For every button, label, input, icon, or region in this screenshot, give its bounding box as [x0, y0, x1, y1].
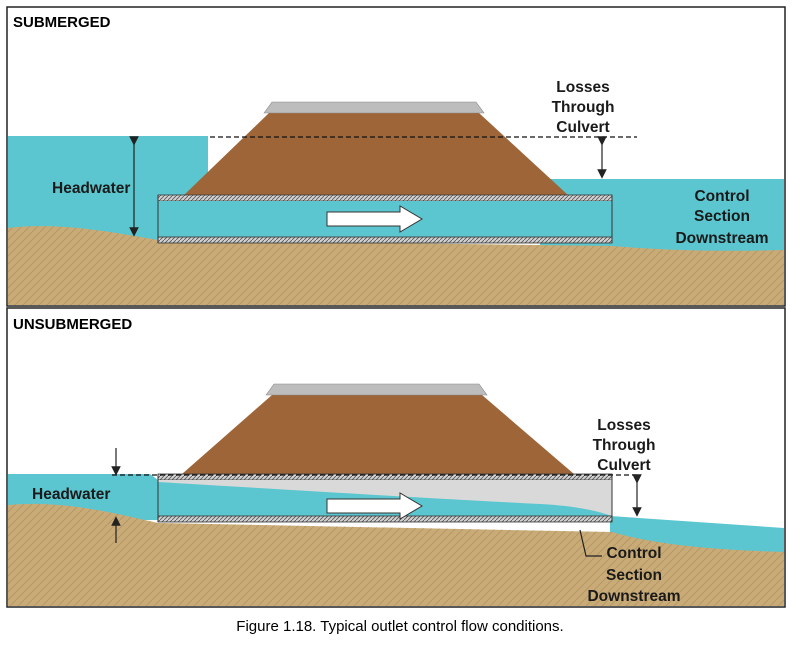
losses-label-line-1: Losses: [556, 79, 609, 96]
control-label-line-1: Control: [694, 188, 749, 205]
control-label-line-2: Section: [694, 208, 750, 225]
figure-caption: Figure 1.18. Typical outlet control flow…: [236, 618, 564, 635]
control-label-line-2: Section: [606, 567, 662, 584]
culvert-pipe: [157, 473, 613, 523]
unsubmerged-panel: UNSUBMERGED Headwater Losses Through Cul…: [6, 307, 786, 608]
losses-label-line-3: Culvert: [597, 457, 650, 474]
panel-title: UNSUBMERGED: [13, 316, 132, 333]
headwater-label: Headwater: [52, 180, 130, 197]
road-surface: [263, 101, 485, 114]
flow-arrow: [326, 492, 423, 520]
control-section-leader: [579, 529, 602, 557]
losses-label-line-2: Through: [552, 99, 615, 116]
losses-label-line-1: Losses: [597, 417, 650, 434]
embankment: [182, 395, 574, 474]
submerged-panel: SUBMERGED Headwater Losses Through Culve…: [6, 6, 786, 307]
losses-label-line-2: Through: [593, 437, 656, 454]
panel-title: SUBMERGED: [13, 14, 111, 31]
control-label-line-3: Downstream: [675, 230, 768, 247]
road-surface: [265, 383, 488, 396]
losses-label-line-3: Culvert: [556, 119, 609, 136]
flow-arrow: [326, 205, 423, 233]
headwater-label: Headwater: [32, 486, 110, 503]
control-label-line-3: Downstream: [587, 588, 680, 605]
embankment: [184, 113, 568, 195]
control-label-line-1: Control: [606, 545, 661, 562]
